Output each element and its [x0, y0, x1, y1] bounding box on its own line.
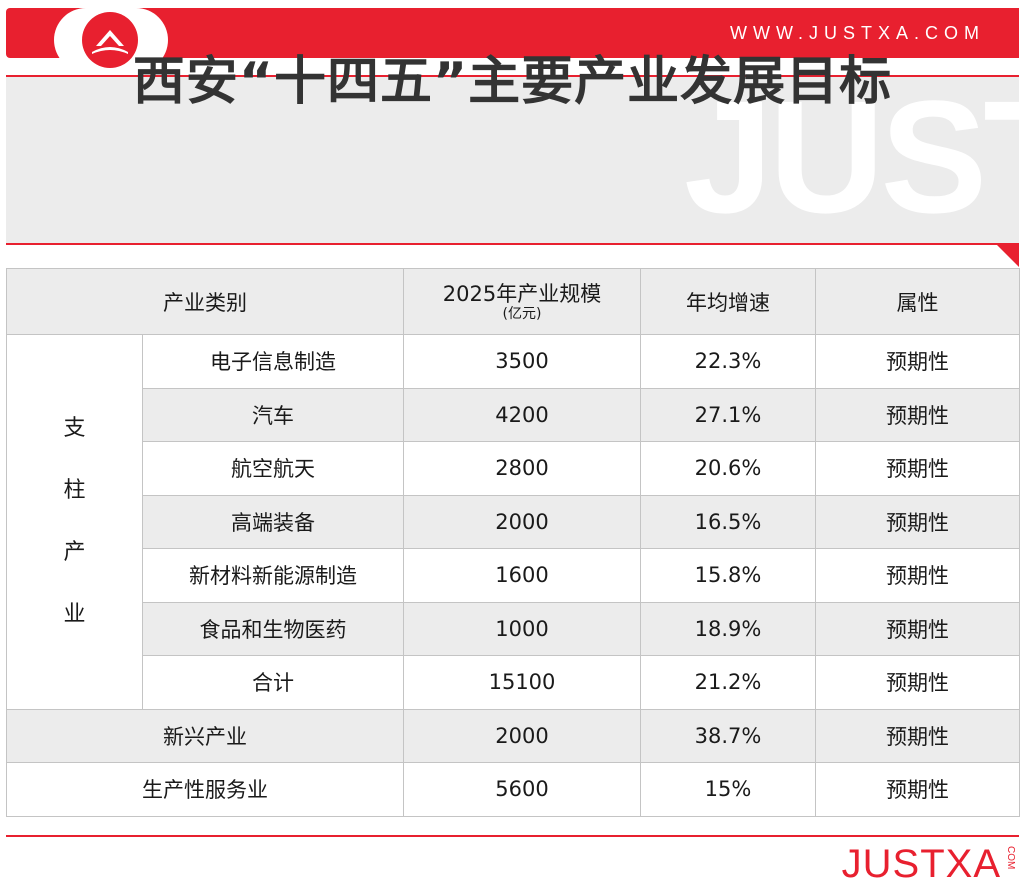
logo-badge[interactable]	[54, 8, 168, 72]
header-scale-unit: (亿元)	[502, 305, 542, 322]
industry-attribute: 预期性	[815, 708, 1020, 763]
industry-scale: 3500	[403, 334, 641, 389]
industry-name: 汽车	[142, 387, 404, 442]
footer-logo[interactable]: JUSTXA	[841, 842, 1001, 886]
industry-attribute: 预期性	[815, 441, 1020, 496]
page-title: 西安“十四五”主要产业发展目标	[132, 52, 893, 112]
header-scale-label: 2025年产业规模	[442, 281, 602, 306]
industry-name: 合计	[142, 655, 404, 710]
industry-attribute: 预期性	[815, 494, 1020, 549]
group-char: 柱	[63, 477, 86, 503]
industry-growth: 22.3%	[640, 334, 816, 389]
industry-name: 新兴产业	[6, 708, 404, 763]
industry-scale: 2800	[403, 441, 641, 496]
industry-growth: 15%	[640, 762, 816, 817]
table-row: 新材料新能源制造 1600 15.8% 预期性	[7, 548, 1020, 603]
title-band: JUSTXA	[6, 75, 1019, 245]
industry-attribute: 预期性	[815, 548, 1020, 603]
header-category: 产业类别	[6, 268, 404, 335]
industry-name: 生产性服务业	[6, 762, 404, 817]
watermark-logo: JUSTXA	[684, 75, 1019, 245]
table-row: 生产性服务业 5600 15% 预期性	[6, 762, 1020, 817]
header-bar: WWW.JUSTXA.COM	[6, 8, 1019, 72]
industry-attribute: 预期性	[815, 334, 1020, 389]
group-char: 产	[63, 539, 86, 565]
industry-scale: 15100	[403, 655, 641, 710]
table-row: 食品和生物医药 1000 18.9% 预期性	[7, 601, 1020, 656]
industry-growth: 15.8%	[640, 548, 816, 603]
pillar-industry-group: 支 柱 产 业	[6, 334, 143, 710]
industry-growth: 38.7%	[640, 708, 816, 763]
industry-growth: 16.5%	[640, 494, 816, 549]
industry-growth: 27.1%	[640, 387, 816, 442]
footer-logo-suffix: COM	[1005, 846, 1016, 870]
site-url[interactable]: WWW.JUSTXA.COM	[730, 23, 985, 43]
industry-name: 航空航天	[142, 441, 404, 496]
mountain-logo-icon	[82, 12, 138, 68]
industry-goal-table: 产业类别 2025年产业规模 (亿元) 年均增速 属性 支 柱 产 业 电子信息…	[6, 268, 1020, 817]
industry-attribute: 预期性	[815, 601, 1020, 656]
table-row: 航空航天 2800 20.6% 预期性	[7, 441, 1020, 496]
industry-name: 电子信息制造	[142, 334, 404, 389]
industry-growth: 20.6%	[640, 441, 816, 496]
industry-scale: 4200	[403, 387, 641, 442]
header-scale: 2025年产业规模 (亿元)	[403, 268, 641, 335]
group-char: 业	[63, 601, 86, 627]
industry-growth: 21.2%	[640, 655, 816, 710]
industry-growth: 18.9%	[640, 601, 816, 656]
industry-scale: 2000	[403, 708, 641, 763]
corner-triangle	[995, 243, 1019, 267]
industry-scale: 2000	[403, 494, 641, 549]
industry-scale: 1600	[403, 548, 641, 603]
table-row: 支 柱 产 业 电子信息制造 3500 22.3% 预期性	[6, 334, 1020, 710]
table-row: 汽车 4200 27.1% 预期性	[7, 387, 1020, 442]
industry-attribute: 预期性	[815, 387, 1020, 442]
industry-scale: 5600	[403, 762, 641, 817]
industry-name: 食品和生物医药	[142, 601, 404, 656]
table-row: 新兴产业 2000 38.7% 预期性	[6, 708, 1020, 763]
table-row-total: 合计 15100 21.2% 预期性	[7, 655, 1020, 710]
bottom-divider	[6, 835, 1019, 837]
industry-scale: 1000	[403, 601, 641, 656]
table-row: 高端装备 2000 16.5% 预期性	[7, 494, 1020, 549]
industry-name: 新材料新能源制造	[142, 548, 404, 603]
table-header-row: 产业类别 2025年产业规模 (亿元) 年均增速 属性	[6, 268, 1020, 335]
industry-attribute: 预期性	[815, 762, 1020, 817]
header-growth: 年均增速	[640, 268, 816, 335]
industry-attribute: 预期性	[815, 655, 1020, 710]
industry-name: 高端装备	[142, 494, 404, 549]
header-attribute: 属性	[815, 268, 1020, 335]
group-char: 支	[63, 415, 86, 441]
